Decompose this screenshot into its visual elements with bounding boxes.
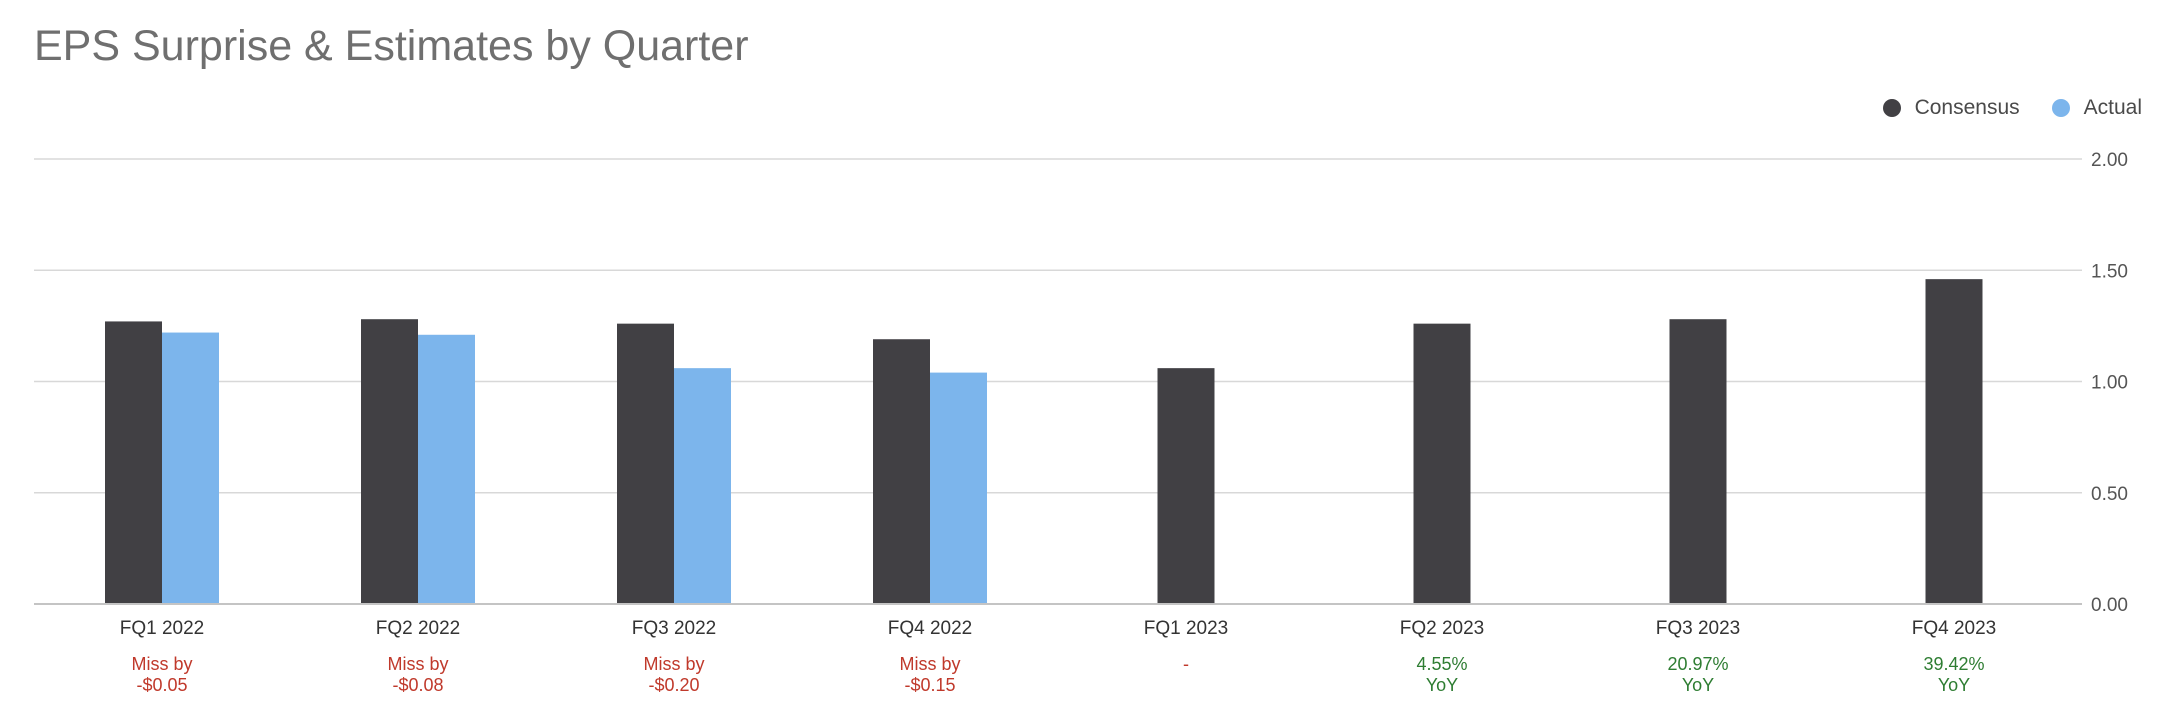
surprise-note-line1: 4.55% [1416, 654, 1467, 674]
bar-consensus-5[interactable] [1413, 323, 1471, 604]
bar-consensus-6[interactable] [1669, 319, 1727, 604]
bar-actual-2[interactable] [674, 368, 731, 604]
legend-label-consensus: Consensus [1914, 96, 2020, 119]
gridlines [34, 158, 2082, 494]
surprise-note-line2: -$0.05 [136, 675, 187, 695]
surprise-note-line1: Miss by [387, 654, 448, 674]
legend-item-consensus[interactable]: Consensus [1882, 96, 2020, 120]
bar-consensus-4[interactable] [1157, 368, 1215, 604]
surprise-note-line1: Miss by [643, 654, 704, 674]
x-tick-label: FQ2 2023 [1400, 618, 1485, 639]
surprise-note-line2: YoY [1426, 675, 1458, 695]
chart-legend: Consensus Actual [1882, 96, 2142, 120]
x-tick-label: FQ2 2022 [376, 618, 461, 639]
y-tick-label: 0.00 [2091, 595, 2128, 616]
surprise-note-line2: -$0.08 [392, 675, 443, 695]
surprise-note-line2: YoY [1938, 675, 1970, 695]
bar-consensus-0[interactable] [105, 321, 162, 604]
bar-actual-1[interactable] [418, 334, 475, 604]
legend-dot-actual-icon [2051, 99, 2070, 117]
bar-consensus-2[interactable] [617, 323, 674, 604]
bar-consensus-7[interactable] [1925, 279, 1983, 604]
chart-title: EPS Surprise & Estimates by Quarter [34, 22, 749, 70]
x-tick-label: FQ4 2023 [1912, 618, 1997, 639]
surprise-note-line2: YoY [1682, 675, 1714, 695]
surprise-note-line2: -$0.20 [648, 675, 699, 695]
bar-consensus-3[interactable] [873, 339, 930, 604]
x-tick-label: FQ1 2022 [120, 618, 205, 639]
surprise-note-line1: 39.42% [1923, 654, 1984, 674]
x-tick-label: FQ3 2023 [1656, 618, 1741, 639]
surprise-note-line1: 20.97% [1667, 654, 1728, 674]
x-tick-label: FQ3 2022 [632, 618, 717, 639]
x-tick-label: FQ1 2023 [1144, 618, 1229, 639]
bar-consensus-1[interactable] [361, 319, 418, 604]
x-tick-label: FQ4 2022 [888, 618, 973, 639]
surprise-note-line1: Miss by [899, 654, 960, 674]
surprise-note-line2: -$0.15 [904, 675, 955, 695]
y-tick-label: 1.00 [2091, 373, 2128, 394]
y-tick-label: 2.00 [2091, 150, 2128, 171]
y-tick-label: 0.50 [2091, 484, 2128, 505]
bar-actual-3[interactable] [930, 372, 987, 604]
surprise-note-line1: - [1183, 654, 1189, 674]
y-tick-label: 1.50 [2091, 261, 2128, 282]
bars [105, 279, 1983, 604]
bar-actual-0[interactable] [162, 332, 219, 604]
legend-dot-consensus-icon [1882, 99, 1901, 117]
surprise-note-line1: Miss by [131, 654, 192, 674]
legend-item-actual[interactable]: Actual [2051, 96, 2142, 120]
legend-label-actual: Actual [2083, 96, 2142, 119]
